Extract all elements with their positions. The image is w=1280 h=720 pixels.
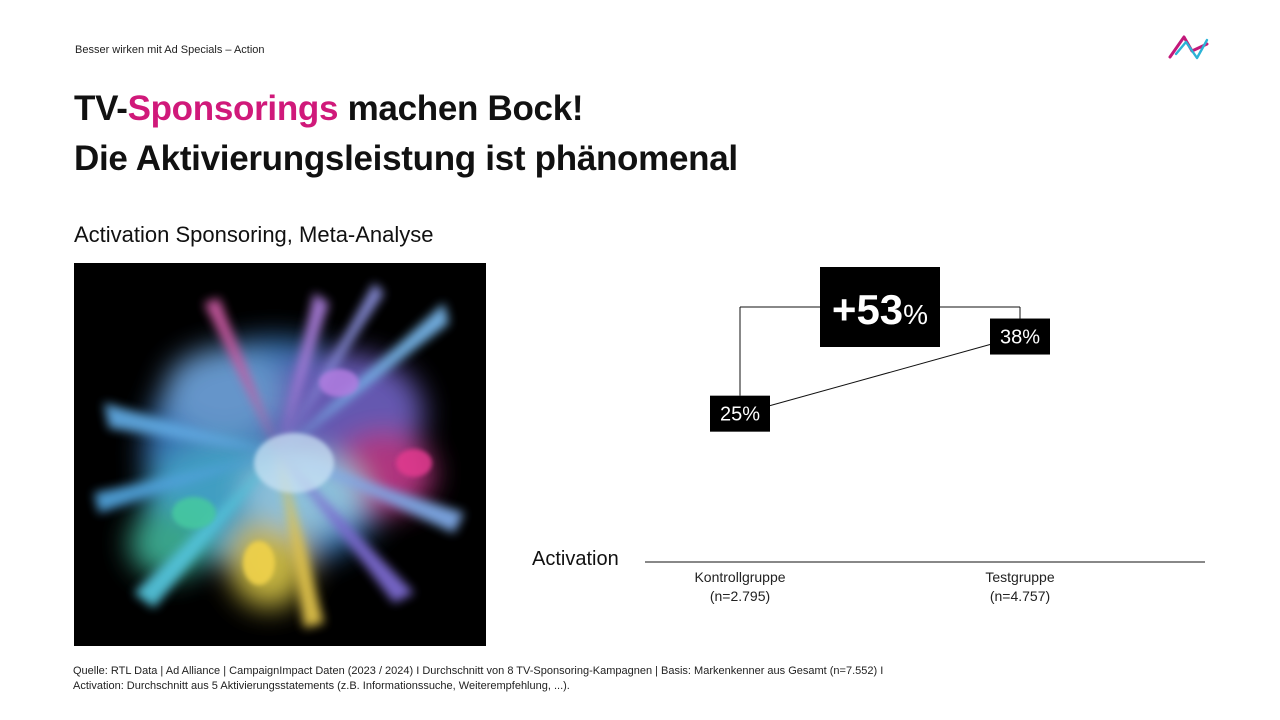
category-note-kontrollgruppe: (n=2.795) xyxy=(710,588,770,604)
brand-logo-icon xyxy=(1168,35,1209,60)
title-accent: Sponsorings xyxy=(127,89,339,128)
data-label-testgruppe: 38% xyxy=(1000,327,1040,349)
source-footnote: Quelle: RTL Data | Ad Alliance | Campaig… xyxy=(73,664,973,694)
footnote-line-1: Quelle: RTL Data | Ad Alliance | Campaig… xyxy=(73,665,884,677)
activation-chart: Activation 25% 38% +53% Kontrollgruppe (… xyxy=(532,267,1205,604)
footnote-line-2: Activation: Durchschnitt aus 5 Aktivieru… xyxy=(73,680,570,692)
category-note-testgruppe: (n=4.757) xyxy=(990,588,1050,604)
uplift-number: +53 xyxy=(832,286,903,333)
data-label-box-testgruppe xyxy=(990,318,1050,355)
color-powder-explosion-image xyxy=(74,263,486,646)
data-label-box-kontrollgruppe xyxy=(710,395,770,432)
title-line-1: TV-Sponsorings machen Bock! xyxy=(74,89,584,128)
series-line xyxy=(769,344,991,407)
y-axis-label: Activation xyxy=(532,548,619,570)
chart-subtitle: Activation Sponsoring, Meta-Analyse xyxy=(74,222,434,247)
presentation-topline: Besser wirken mit Ad Specials – Action xyxy=(75,44,265,56)
category-label-kontrollgruppe: Kontrollgruppe xyxy=(694,569,785,585)
title-line-2: Die Aktivierungsleistung ist phänomenal xyxy=(74,139,738,178)
uplift-label: +53% xyxy=(832,286,928,333)
data-label-kontrollgruppe: 25% xyxy=(720,404,760,426)
uplift-box xyxy=(820,267,940,347)
category-label-testgruppe: Testgruppe xyxy=(985,569,1054,585)
page-title: TV-Sponsorings machen Bock! Die Aktivier… xyxy=(74,84,738,184)
uplift-unit: % xyxy=(903,299,928,330)
